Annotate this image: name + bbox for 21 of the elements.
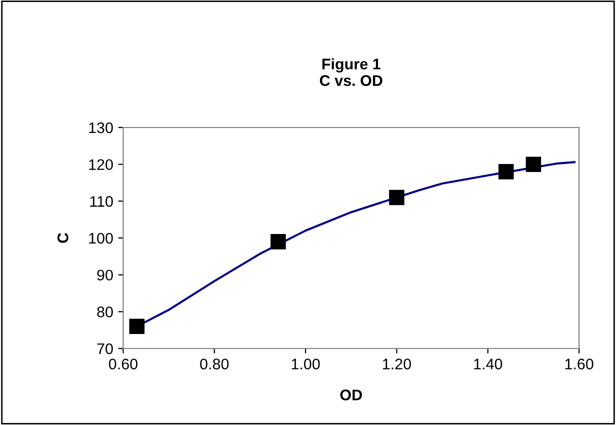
x-tick-label: 0.80: [200, 358, 229, 370]
x-tick-label: 0.60: [108, 358, 138, 370]
x-tick-label: 1.60: [565, 358, 594, 370]
y-tick-label: 90: [97, 270, 113, 281]
point: [389, 190, 404, 206]
y-tick-label: 130: [89, 122, 113, 134]
point: [526, 156, 542, 172]
point: [498, 164, 514, 180]
x-tick-label: 1.40: [474, 358, 502, 370]
y-tick-label: 80: [97, 306, 113, 318]
x-tick-label: 1.00: [292, 358, 320, 370]
y-tick-label: 100: [89, 232, 113, 244]
x-tick-label: 1.20: [383, 358, 411, 370]
y-tick-label: 120: [89, 159, 113, 170]
x-axis-title: OD: [340, 390, 362, 400]
chart-title: Figure 1 C vs. OD: [320, 58, 382, 86]
y-tick-label: 70: [97, 343, 113, 354]
y-tick-label: 110: [90, 196, 113, 207]
point: [129, 318, 145, 334]
y-axis-title: C: [57, 232, 68, 243]
point: [270, 234, 286, 250]
